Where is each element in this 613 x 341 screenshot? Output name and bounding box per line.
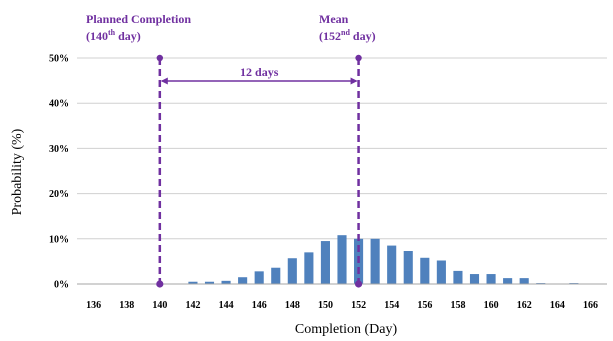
annotation-markers (156, 54, 363, 288)
bar (254, 271, 264, 284)
x-tick-label: 160 (484, 300, 499, 311)
mean-day-label: (152nd day) (319, 28, 376, 43)
planned-completion-bottom-marker (156, 280, 164, 288)
mean-top-marker (355, 54, 362, 62)
y-tick-label: 50% (49, 54, 69, 65)
y-tick-label: 40% (49, 99, 69, 110)
bar (370, 238, 380, 284)
x-tick-label: 144 (219, 300, 234, 311)
y-tick-label: 10% (49, 234, 69, 245)
y-tick-label: 30% (49, 144, 69, 155)
y-axis-title: Probability (%) (10, 128, 25, 215)
bar (238, 277, 248, 284)
bar (287, 258, 297, 284)
x-tick-label: 146 (252, 300, 267, 311)
x-tick-label: 166 (583, 300, 598, 311)
bar (453, 270, 463, 284)
bar (420, 257, 430, 284)
bar (503, 278, 513, 284)
x-tick-label: 162 (517, 300, 532, 311)
grid-lines (77, 57, 607, 240)
planned-completion-label: Planned Completion (86, 12, 191, 26)
bar (320, 241, 330, 284)
x-tick-label: 142 (185, 300, 200, 311)
bar (403, 251, 413, 284)
bar (469, 274, 480, 284)
mean-label: Mean (319, 12, 349, 26)
bar (304, 252, 314, 284)
x-tick-label: 156 (417, 300, 432, 311)
bar (337, 235, 347, 284)
x-tick-label: 148 (285, 300, 300, 311)
x-tick-label: 164 (550, 300, 565, 311)
x-tick-label: 152 (351, 300, 366, 311)
bar (221, 280, 231, 284)
y-tick-label: 0% (54, 280, 69, 291)
bar (436, 260, 446, 284)
planned-completion-top-marker (156, 54, 164, 62)
bar (204, 281, 215, 284)
y-tick-labels: 0% 10% 20% 30% 40% 50% (49, 54, 69, 291)
bar (486, 274, 496, 284)
span-label: 12 days (240, 65, 279, 79)
mean-bottom-marker (354, 280, 363, 288)
span-arrow-left-head (160, 77, 168, 85)
x-axis-title: Completion (Day) (295, 322, 398, 337)
x-tick-label: 158 (450, 300, 465, 311)
x-tick-labels: 136 138 140 142 144 146 148 150 152 154 156 158 160 1… (86, 300, 598, 311)
x-tick-label: 140 (152, 300, 167, 311)
planned-completion-day-label: (140th day) (86, 28, 141, 43)
x-tick-label: 136 (86, 300, 101, 311)
bars (171, 235, 579, 284)
x-tick-label: 154 (384, 300, 399, 311)
x-tick-label: 138 (119, 300, 134, 311)
bar (519, 278, 529, 284)
bar (271, 267, 281, 284)
bar (188, 281, 198, 284)
span-arrow-right-head (350, 77, 358, 85)
x-tick-label: 150 (318, 300, 333, 311)
bar (387, 245, 397, 284)
y-tick-label: 20% (49, 189, 69, 200)
